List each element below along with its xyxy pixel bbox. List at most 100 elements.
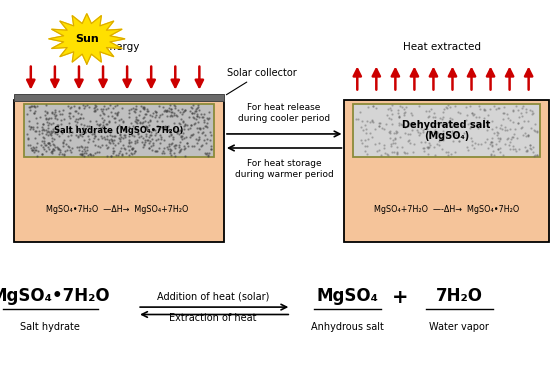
- Point: [399, 106, 408, 112]
- Point: [405, 140, 414, 146]
- Point: [188, 110, 197, 116]
- Point: [76, 115, 85, 121]
- Point: [197, 143, 206, 149]
- Point: [98, 108, 107, 114]
- Point: [492, 132, 501, 138]
- Point: [493, 146, 502, 152]
- Point: [71, 116, 80, 122]
- Point: [189, 121, 198, 127]
- Point: [488, 139, 497, 145]
- Point: [363, 104, 372, 110]
- Point: [90, 133, 99, 139]
- Point: [136, 108, 144, 114]
- Point: [58, 144, 67, 149]
- Point: [141, 111, 150, 117]
- Point: [166, 147, 175, 152]
- Point: [191, 108, 200, 114]
- Point: [416, 139, 425, 145]
- Point: [92, 121, 101, 127]
- Point: [80, 137, 89, 143]
- Point: [426, 142, 435, 148]
- Point: [402, 104, 410, 110]
- Point: [82, 147, 91, 153]
- Point: [131, 106, 140, 112]
- Point: [484, 145, 493, 151]
- Point: [132, 119, 141, 125]
- Point: [182, 122, 191, 128]
- Point: [386, 141, 395, 147]
- Point: [517, 113, 526, 119]
- Point: [75, 131, 84, 137]
- Point: [391, 136, 400, 142]
- Point: [441, 104, 450, 110]
- Point: [368, 104, 377, 110]
- Point: [65, 110, 74, 116]
- Point: [76, 121, 85, 127]
- Point: [80, 122, 89, 128]
- Point: [34, 128, 43, 134]
- Point: [38, 121, 47, 127]
- Point: [203, 136, 212, 142]
- Point: [174, 107, 183, 113]
- Point: [496, 149, 505, 155]
- Point: [357, 138, 366, 144]
- Point: [414, 129, 423, 135]
- Point: [32, 120, 41, 126]
- Point: [29, 147, 38, 153]
- Point: [110, 120, 119, 125]
- Text: Heat extracted: Heat extracted: [403, 42, 482, 52]
- Point: [452, 122, 461, 128]
- Point: [154, 103, 163, 109]
- Point: [179, 135, 188, 141]
- Point: [38, 124, 46, 130]
- Point: [128, 146, 137, 152]
- Point: [163, 146, 172, 152]
- Point: [192, 136, 200, 142]
- Point: [485, 141, 494, 147]
- Point: [501, 141, 510, 147]
- Point: [520, 130, 529, 136]
- Point: [182, 134, 191, 140]
- Point: [165, 113, 174, 119]
- Point: [73, 119, 82, 125]
- Point: [66, 105, 74, 111]
- Point: [357, 139, 366, 145]
- Point: [151, 108, 160, 114]
- Point: [480, 139, 489, 145]
- Point: [44, 144, 53, 150]
- Point: [53, 122, 62, 128]
- Point: [26, 104, 35, 110]
- Point: [46, 130, 55, 135]
- Point: [401, 124, 410, 130]
- Point: [46, 121, 55, 127]
- Point: [80, 129, 89, 135]
- Point: [139, 114, 148, 120]
- Point: [144, 145, 153, 151]
- Point: [48, 150, 57, 156]
- Point: [32, 124, 41, 130]
- Point: [37, 127, 46, 133]
- Point: [525, 142, 534, 148]
- Point: [49, 120, 58, 126]
- Point: [424, 108, 433, 114]
- Point: [67, 132, 76, 138]
- Point: [443, 102, 452, 108]
- Point: [152, 123, 161, 129]
- Point: [450, 149, 459, 155]
- Point: [57, 121, 66, 127]
- Point: [106, 153, 115, 159]
- Point: [26, 145, 35, 151]
- Point: [66, 115, 74, 121]
- Point: [130, 148, 139, 154]
- Point: [150, 114, 159, 120]
- Point: [468, 112, 477, 118]
- Point: [388, 149, 396, 155]
- Point: [379, 142, 388, 148]
- Point: [407, 127, 416, 133]
- Point: [157, 111, 166, 117]
- Point: [30, 110, 39, 115]
- Point: [199, 114, 208, 120]
- Point: [502, 127, 511, 133]
- Point: [114, 109, 123, 115]
- Point: [139, 144, 148, 150]
